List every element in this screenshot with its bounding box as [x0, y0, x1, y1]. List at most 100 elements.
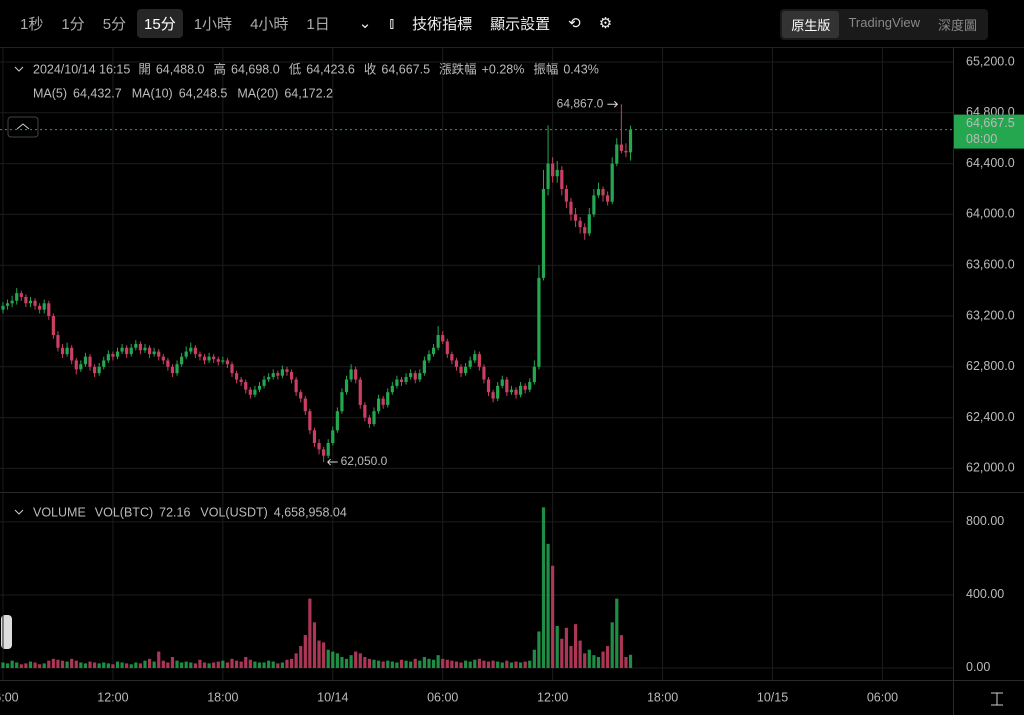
interval-tab[interactable]: 1分 — [61, 15, 85, 33]
volume-bar — [170, 657, 175, 668]
collapse-button[interactable] — [7, 116, 39, 138]
volume-bar — [15, 662, 19, 668]
volume-bar — [381, 661, 385, 668]
candle-body — [138, 343, 142, 351]
volume-bar — [560, 638, 564, 668]
candle-body — [569, 201, 573, 215]
indicators-button[interactable]: 技術指標 — [412, 15, 473, 33]
info-value: 64,423.6 — [306, 62, 355, 76]
candle-body — [367, 417, 372, 424]
interval-tab[interactable]: 1小時 — [193, 15, 233, 33]
volume-bar — [573, 624, 578, 668]
volume-name: VOL(BTC) — [95, 505, 153, 519]
volume-bar — [92, 662, 97, 668]
volume-bar — [262, 662, 266, 668]
volume-bar — [166, 662, 170, 668]
y-tick-label: 64,000.0 — [966, 207, 1015, 221]
view-tab[interactable]: 深度圖 — [937, 18, 977, 33]
volume-bar — [491, 660, 495, 668]
interval-tab[interactable]: 1秒 — [20, 15, 44, 33]
candle-body — [418, 373, 422, 380]
volume-bar — [468, 661, 472, 668]
candle-body — [74, 360, 78, 370]
candle-body — [322, 449, 326, 456]
candle-body — [422, 360, 426, 374]
volume-bar — [70, 658, 74, 668]
candle-body — [454, 360, 459, 367]
x-tick-label: 18:00 — [207, 690, 238, 704]
candle-body — [28, 300, 33, 304]
volume-bar — [125, 663, 129, 668]
volume-bar — [106, 663, 110, 668]
candle-body — [583, 227, 587, 234]
volume-bar — [161, 660, 165, 668]
volume-bar — [230, 658, 234, 668]
y-tick-label: 800.00 — [966, 514, 1004, 528]
settings-icon[interactable]: ⚙ — [598, 15, 613, 32]
candle-body — [486, 379, 491, 393]
volume-bar — [537, 631, 541, 668]
volume-bar — [257, 662, 262, 668]
interval-tab[interactable]: 15分 — [137, 8, 183, 38]
volume-bar — [5, 663, 10, 668]
volume-bar — [138, 663, 142, 668]
candle-body — [56, 335, 60, 348]
info-value: 64,488.0 — [156, 62, 205, 76]
reset-icon[interactable] — [991, 692, 1003, 706]
candle-body — [38, 305, 42, 310]
volume-bar — [477, 658, 481, 668]
volume-bar — [578, 640, 582, 668]
display-button[interactable]: 顯示設置 — [490, 15, 551, 33]
interval-tab[interactable]: 5分 — [102, 15, 127, 33]
candle-body — [436, 335, 440, 348]
chart-type-icon[interactable]: ⫾ — [389, 14, 395, 32]
candle-body — [33, 300, 37, 306]
candle-body — [115, 351, 120, 357]
view-tab[interactable]: 原生版 — [782, 11, 840, 38]
volume-bar — [331, 651, 335, 668]
volume-name: VOL(USDT) — [200, 505, 267, 519]
dropdown-icon[interactable]: ⌄ — [358, 15, 372, 32]
volume-bar — [184, 661, 188, 668]
volume-bar — [583, 653, 587, 668]
candle-body — [202, 356, 207, 361]
volume-bar — [505, 660, 509, 668]
candle-body — [326, 443, 330, 456]
volume-bar — [399, 659, 404, 668]
candle-body — [170, 366, 175, 374]
volume-bar — [294, 653, 298, 668]
side-toggle[interactable] — [1, 615, 12, 649]
volume-bar — [134, 662, 138, 668]
info-label: 漲跌幅 — [439, 61, 477, 76]
candle-body — [500, 379, 504, 386]
interval-tab[interactable]: 1日 — [306, 15, 330, 33]
volume-bar — [115, 661, 120, 668]
reset-icon[interactable]: ⟲ — [568, 15, 581, 32]
volume-bar — [496, 661, 500, 668]
volume-bar — [500, 662, 504, 668]
candle-body — [83, 356, 88, 365]
candle-body — [193, 347, 197, 355]
volume-bar — [19, 664, 23, 668]
candle-body — [464, 366, 468, 374]
candle-body — [317, 443, 321, 450]
candle-body — [92, 366, 97, 374]
candle-body — [601, 188, 605, 196]
volume-bar — [207, 663, 211, 668]
volume-bar — [564, 627, 568, 668]
candle-body — [482, 366, 486, 380]
candle-body — [596, 188, 601, 196]
candle-body — [19, 293, 23, 297]
candle-body — [468, 360, 472, 367]
volume-title: VOLUME — [33, 505, 86, 519]
y-tick-label: 63,200.0 — [966, 308, 1015, 322]
volume-bar — [175, 660, 179, 668]
volume-bar — [422, 657, 426, 668]
candle-body — [5, 303, 10, 306]
candle-body — [312, 430, 317, 444]
info-label: 振幅 — [533, 61, 558, 76]
interval-tab[interactable]: 4小時 — [250, 15, 289, 33]
candle-body — [509, 389, 514, 393]
info-value: 64,698.0 — [231, 62, 280, 76]
view-tab[interactable]: TradingView — [848, 15, 920, 30]
